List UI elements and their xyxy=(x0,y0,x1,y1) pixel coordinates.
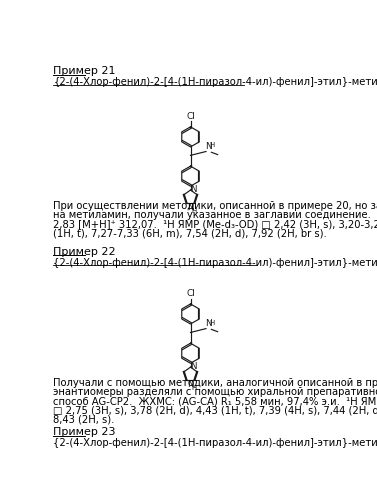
Text: H: H xyxy=(191,208,196,214)
Text: При осуществлении методики, описанной в примере 20, но заменяя диметиламин: При осуществлении методики, описанной в … xyxy=(53,201,377,211)
Text: N: N xyxy=(187,380,194,389)
Text: N: N xyxy=(187,203,194,212)
Text: энантиомеры разделяли с помощью хиральной препаративной ВЭЖХ, используя: энантиомеры разделяли с помощью хирально… xyxy=(53,387,377,397)
Text: Получали с помощью методики, аналогичной описанной в примере 21, но: Получали с помощью методики, аналогичной… xyxy=(53,378,377,388)
Text: Cl: Cl xyxy=(187,112,196,121)
Text: 2,83 [M+H]⁺ 312,07.  ¹H ЯМР (Me-d₃-OD) □ 2,42 (3H, s), 3,20-3,23 (2H, dd), 4,18: 2,83 [M+H]⁺ 312,07. ¹H ЯМР (Me-d₃-OD) □ … xyxy=(53,219,377,229)
Text: способ AG-CP2.  ЖХМС: (AG-CA) R₁ 5,58 мин, 97,4% э.и.  ¹H ЯМР (Me-d₃-OD): способ AG-CP2. ЖХМС: (AG-CA) R₁ 5,58 мин… xyxy=(53,396,377,406)
Text: Пример 23: Пример 23 xyxy=(53,427,116,437)
Text: 8,43 (2H, s).: 8,43 (2H, s). xyxy=(53,415,115,425)
Text: {2-(4-Хлор-фенил)-2-[4-(1Н-пиразол-4-ил)-фенил]-этил}-метил-амин: {2-(4-Хлор-фенил)-2-[4-(1Н-пиразол-4-ил)… xyxy=(53,77,377,87)
Text: (1H, t), 7,27-7,33 (6H, m), 7,54 (2H, d), 7,92 (2H, br s).: (1H, t), 7,27-7,33 (6H, m), 7,54 (2H, d)… xyxy=(53,229,327,239)
Text: N: N xyxy=(190,185,196,194)
Text: □ 2,75 (3H, s), 3,78 (2H, d), 4,43 (1H, t), 7,39 (4H, s), 7,44 (2H, d), 7,69 (2H: □ 2,75 (3H, s), 3,78 (2H, d), 4,43 (1H, … xyxy=(53,406,377,416)
Text: {2-(4-Хлор-фенил)-2-[4-(1Н-пиразол-4-ил)-фенил]-этил}-метил-амин (R): {2-(4-Хлор-фенил)-2-[4-(1Н-пиразол-4-ил)… xyxy=(53,258,377,268)
Text: N: N xyxy=(205,142,212,151)
Text: {2-(4-Хлор-фенил)-2-[4-(1Н-пиразол-4-ил)-фенил]-этил}-метил-амин (S): {2-(4-Хлор-фенил)-2-[4-(1Н-пиразол-4-ил)… xyxy=(53,438,377,448)
Text: Пример 22: Пример 22 xyxy=(53,247,116,257)
Text: Cl: Cl xyxy=(187,289,196,298)
Text: N: N xyxy=(190,362,196,371)
Text: H: H xyxy=(210,142,215,148)
Text: H: H xyxy=(191,385,196,391)
Text: N: N xyxy=(205,319,212,328)
Text: на метиламин, получали указанное в заглавии соединение.  ЖХ/МС: (PS-B2) R₁: на метиламин, получали указанное в загла… xyxy=(53,210,377,220)
Text: H: H xyxy=(210,319,215,325)
Text: Пример 21: Пример 21 xyxy=(53,66,116,76)
